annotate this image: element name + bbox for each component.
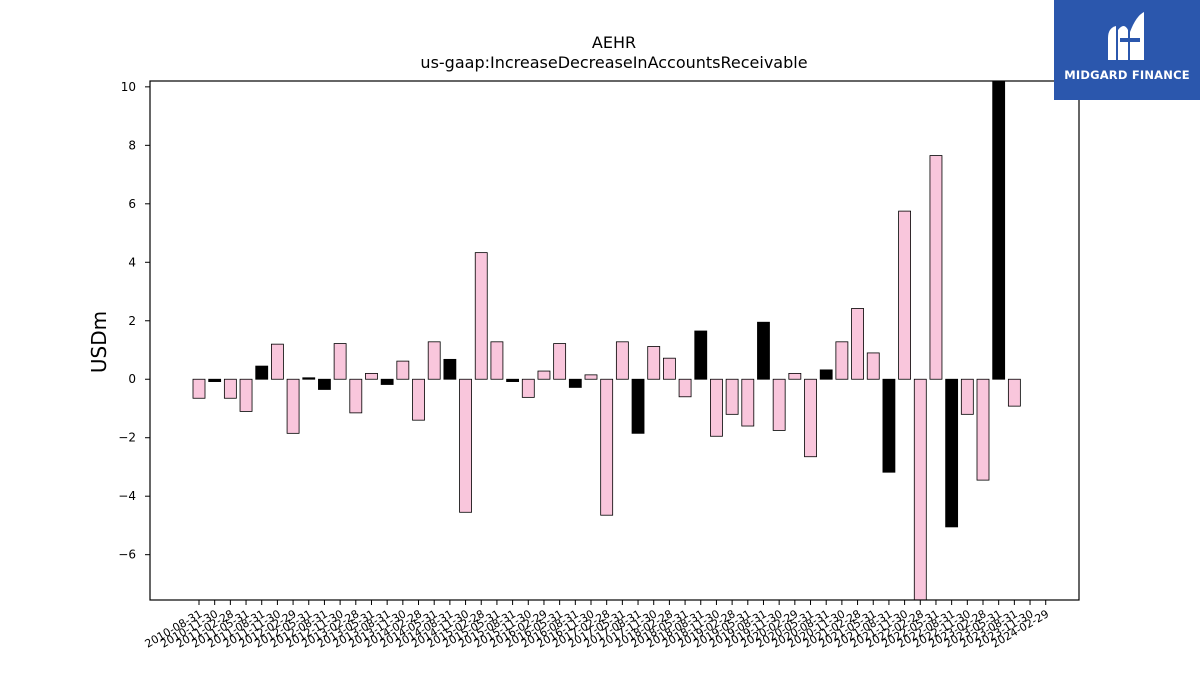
bar [804,378,817,458]
y-tick-label: 0 [128,372,136,386]
bar [584,374,598,380]
bar [913,378,927,601]
chart-title: AEHR [592,33,636,52]
bar [710,378,723,437]
y-tick-label: −2 [118,431,136,445]
brand-logo: MIDGARD FINANCE [1054,0,1200,100]
bar [945,378,959,528]
bar [318,378,331,390]
midgard-logo-icon [1108,12,1144,60]
plot-frame [149,80,1080,601]
bar [835,341,849,380]
y-axis: −6 −4 −2 0 2 4 6 8 10 [118,80,150,562]
bar [568,378,582,388]
bar [615,341,629,380]
y-axis-label: USDm [87,311,111,373]
bar [223,378,237,399]
bar [631,378,645,434]
bar [851,308,864,380]
bar [521,378,535,398]
brand-name: MIDGARD FINANCE [1064,68,1190,82]
bar [757,321,770,380]
bar [255,365,269,380]
bar [380,378,394,385]
bar [333,343,347,380]
bar [992,80,1006,380]
bar [490,341,504,380]
bar [678,378,692,398]
bar [537,370,551,380]
bar [741,378,755,427]
y-tick-label: −4 [118,489,136,503]
bar [960,378,974,415]
bar [1007,378,1021,407]
bar [506,378,520,382]
bar [866,352,880,380]
bar [396,360,410,380]
bar [239,378,253,412]
bar [600,378,614,516]
y-tick-label: 8 [128,138,136,152]
bar-series [192,80,1021,601]
bar [349,378,363,414]
bar [412,378,425,421]
y-tick-label: 2 [128,314,136,328]
y-tick-label: 10 [121,80,136,94]
bar [929,155,943,380]
bar [459,378,472,513]
bar [772,378,786,431]
bar [788,372,802,380]
bar [663,357,676,380]
bar [976,378,990,481]
chart-subtitle: us-gaap:IncreaseDecreaseInAccountsReceiv… [420,53,807,72]
bar [208,378,222,382]
x-axis: 2010-08-312010-11-302011-02-282011-05-31… [143,600,1051,651]
bar [286,378,300,434]
bar [647,346,661,380]
bar [192,378,206,399]
bar [365,372,378,380]
y-tick-label: 6 [128,197,136,211]
y-tick-label: −6 [118,548,136,562]
bar [882,378,896,473]
bar [443,358,457,380]
bar [898,210,911,380]
bar [725,378,739,415]
bar [819,369,833,380]
bar [427,341,441,380]
bar [694,330,708,380]
bar [302,377,316,380]
bar [474,252,488,380]
bar [270,343,284,380]
bar [553,343,567,380]
y-tick-label: 4 [128,255,136,269]
